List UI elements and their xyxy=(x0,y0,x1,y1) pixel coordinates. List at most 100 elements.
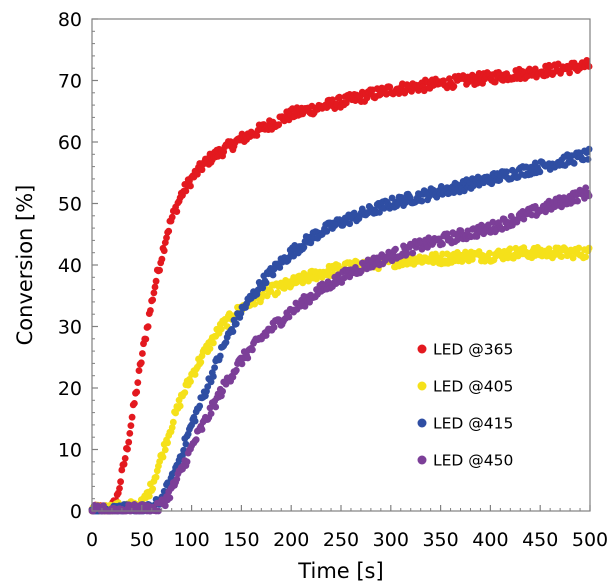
data-point xyxy=(192,436,200,444)
data-point xyxy=(156,266,164,274)
data-point xyxy=(159,453,167,461)
data-point xyxy=(134,379,142,386)
data-point xyxy=(585,192,593,200)
data-point xyxy=(176,402,184,410)
data-point xyxy=(269,271,277,279)
data-point xyxy=(229,373,237,381)
data-point xyxy=(403,250,411,257)
y-tick-label: 0 xyxy=(70,501,82,523)
data-point xyxy=(219,387,227,395)
data-point xyxy=(336,93,343,101)
data-point xyxy=(267,287,275,295)
data-point xyxy=(160,247,168,255)
data-point xyxy=(211,364,219,371)
y-tick-label: 20 xyxy=(58,378,82,400)
data-point xyxy=(582,253,590,261)
legend-marker xyxy=(417,455,427,465)
legend-label: LED @415 xyxy=(433,415,513,433)
data-point xyxy=(520,215,528,223)
data-point xyxy=(145,492,153,500)
data-point xyxy=(353,258,360,266)
data-point xyxy=(558,253,565,260)
data-point xyxy=(149,296,157,304)
data-point xyxy=(238,360,246,368)
data-point xyxy=(166,494,174,502)
data-point xyxy=(164,439,172,447)
data-point xyxy=(402,199,410,206)
series-layer xyxy=(88,57,593,515)
data-point xyxy=(152,473,160,481)
data-point xyxy=(251,300,258,308)
data-point xyxy=(253,132,261,139)
data-point xyxy=(218,325,225,333)
data-point xyxy=(118,466,126,474)
data-point xyxy=(506,245,514,253)
data-point xyxy=(165,227,173,235)
data-point xyxy=(212,403,220,411)
data-point xyxy=(191,371,199,378)
data-point xyxy=(161,502,169,510)
data-point xyxy=(357,267,365,275)
data-point xyxy=(458,258,466,265)
data-point xyxy=(152,277,160,285)
data-point xyxy=(342,99,350,107)
data-point xyxy=(363,94,371,102)
series-3 xyxy=(88,184,593,515)
y-tick-label: 50 xyxy=(58,194,82,216)
data-point xyxy=(229,328,237,335)
data-point xyxy=(574,197,581,205)
data-point xyxy=(377,90,384,98)
data-point xyxy=(275,121,283,129)
data-point xyxy=(168,424,176,431)
data-point xyxy=(137,359,145,367)
data-point xyxy=(187,182,194,190)
data-point xyxy=(249,346,256,354)
data-point xyxy=(386,83,394,91)
data-point xyxy=(196,402,204,410)
data-point xyxy=(306,298,313,306)
data-point xyxy=(274,289,281,297)
data-point xyxy=(198,166,206,174)
data-point xyxy=(183,458,191,466)
y-axis-title: Conversion [%] xyxy=(13,185,37,346)
data-point xyxy=(450,82,458,90)
data-point xyxy=(418,197,426,205)
data-point xyxy=(486,249,493,257)
x-axis-title: Time [s] xyxy=(297,559,383,583)
x-tick-label: 250 xyxy=(323,529,359,551)
data-point xyxy=(151,283,159,291)
data-point xyxy=(569,254,577,262)
data-point xyxy=(439,240,446,248)
data-point xyxy=(198,426,206,433)
data-point xyxy=(191,417,199,425)
data-point xyxy=(179,452,186,459)
y-tick-label: 70 xyxy=(58,71,82,93)
data-point xyxy=(181,389,189,396)
data-point xyxy=(262,279,270,287)
x-tick-label: 100 xyxy=(173,529,209,551)
x-tick-label: 300 xyxy=(373,529,409,551)
data-point xyxy=(126,430,134,437)
data-point xyxy=(182,440,190,448)
x-axis: 0 50 100 150 200 250 300 350 400 450 500 xyxy=(86,505,608,551)
data-point xyxy=(210,339,217,347)
data-point xyxy=(307,239,315,247)
data-point xyxy=(346,220,354,228)
data-point xyxy=(206,345,214,352)
data-point xyxy=(207,410,215,417)
x-tick-label: 450 xyxy=(522,529,558,551)
data-point xyxy=(139,350,146,357)
data-point xyxy=(575,244,583,252)
data-point xyxy=(158,255,166,263)
data-point xyxy=(142,335,150,343)
y-tick-label: 10 xyxy=(58,440,82,462)
x-tick-label: 50 xyxy=(130,529,154,551)
data-point xyxy=(488,180,496,188)
y-tick-label: 30 xyxy=(58,317,82,339)
data-point xyxy=(585,145,593,153)
data-point xyxy=(503,168,510,176)
data-point xyxy=(131,400,138,407)
data-point xyxy=(276,264,284,271)
data-point xyxy=(454,236,461,244)
